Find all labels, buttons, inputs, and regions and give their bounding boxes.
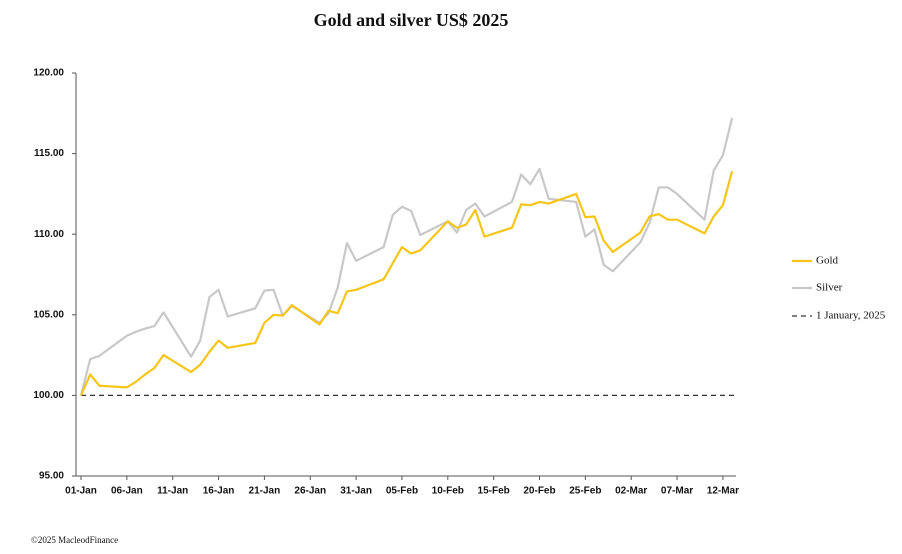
legend-label: Silver <box>816 282 843 294</box>
x-tick-label: 15-Feb <box>478 486 510 497</box>
x-tick-label: 21-Jan <box>249 486 281 497</box>
chart-title: Gold and silver US$ 2025 <box>314 10 509 30</box>
x-tick-label: 12-Mar <box>707 486 739 497</box>
x-tick-label: 01-Jan <box>65 486 97 497</box>
x-tick-label: 05-Feb <box>386 486 418 497</box>
x-tick-label: 11-Jan <box>157 486 188 497</box>
x-tick-label: 02-Mar <box>615 486 647 497</box>
footer: ©2025 MacleodFinance <box>31 535 118 545</box>
x-tick-label: 25-Feb <box>569 486 601 497</box>
x-tick-label: 06-Jan <box>111 486 143 497</box>
x-tick-label: 20-Feb <box>523 486 555 497</box>
y-tick-label: 110.00 <box>34 229 64 240</box>
legend-label: 1 January, 2025 <box>816 310 886 322</box>
y-tick-label: 115.00 <box>34 148 64 159</box>
series-line <box>79 117 734 396</box>
x-tick-label: 16-Jan <box>203 486 235 497</box>
legend-label: Gold <box>816 255 839 267</box>
y-tick-label: 105.00 <box>33 309 64 320</box>
x-tick-label: 07-Mar <box>661 486 693 497</box>
x-tick-label: 31-Jan <box>340 486 372 497</box>
series-line <box>79 171 734 396</box>
y-tick-label: 95.00 <box>39 471 64 482</box>
x-tick-label: 10-Feb <box>432 486 464 497</box>
y-tick-label: 100.00 <box>33 390 64 401</box>
x-tick-label: 26-Jan <box>294 486 326 497</box>
y-tick-label: 120.00 <box>33 68 64 79</box>
